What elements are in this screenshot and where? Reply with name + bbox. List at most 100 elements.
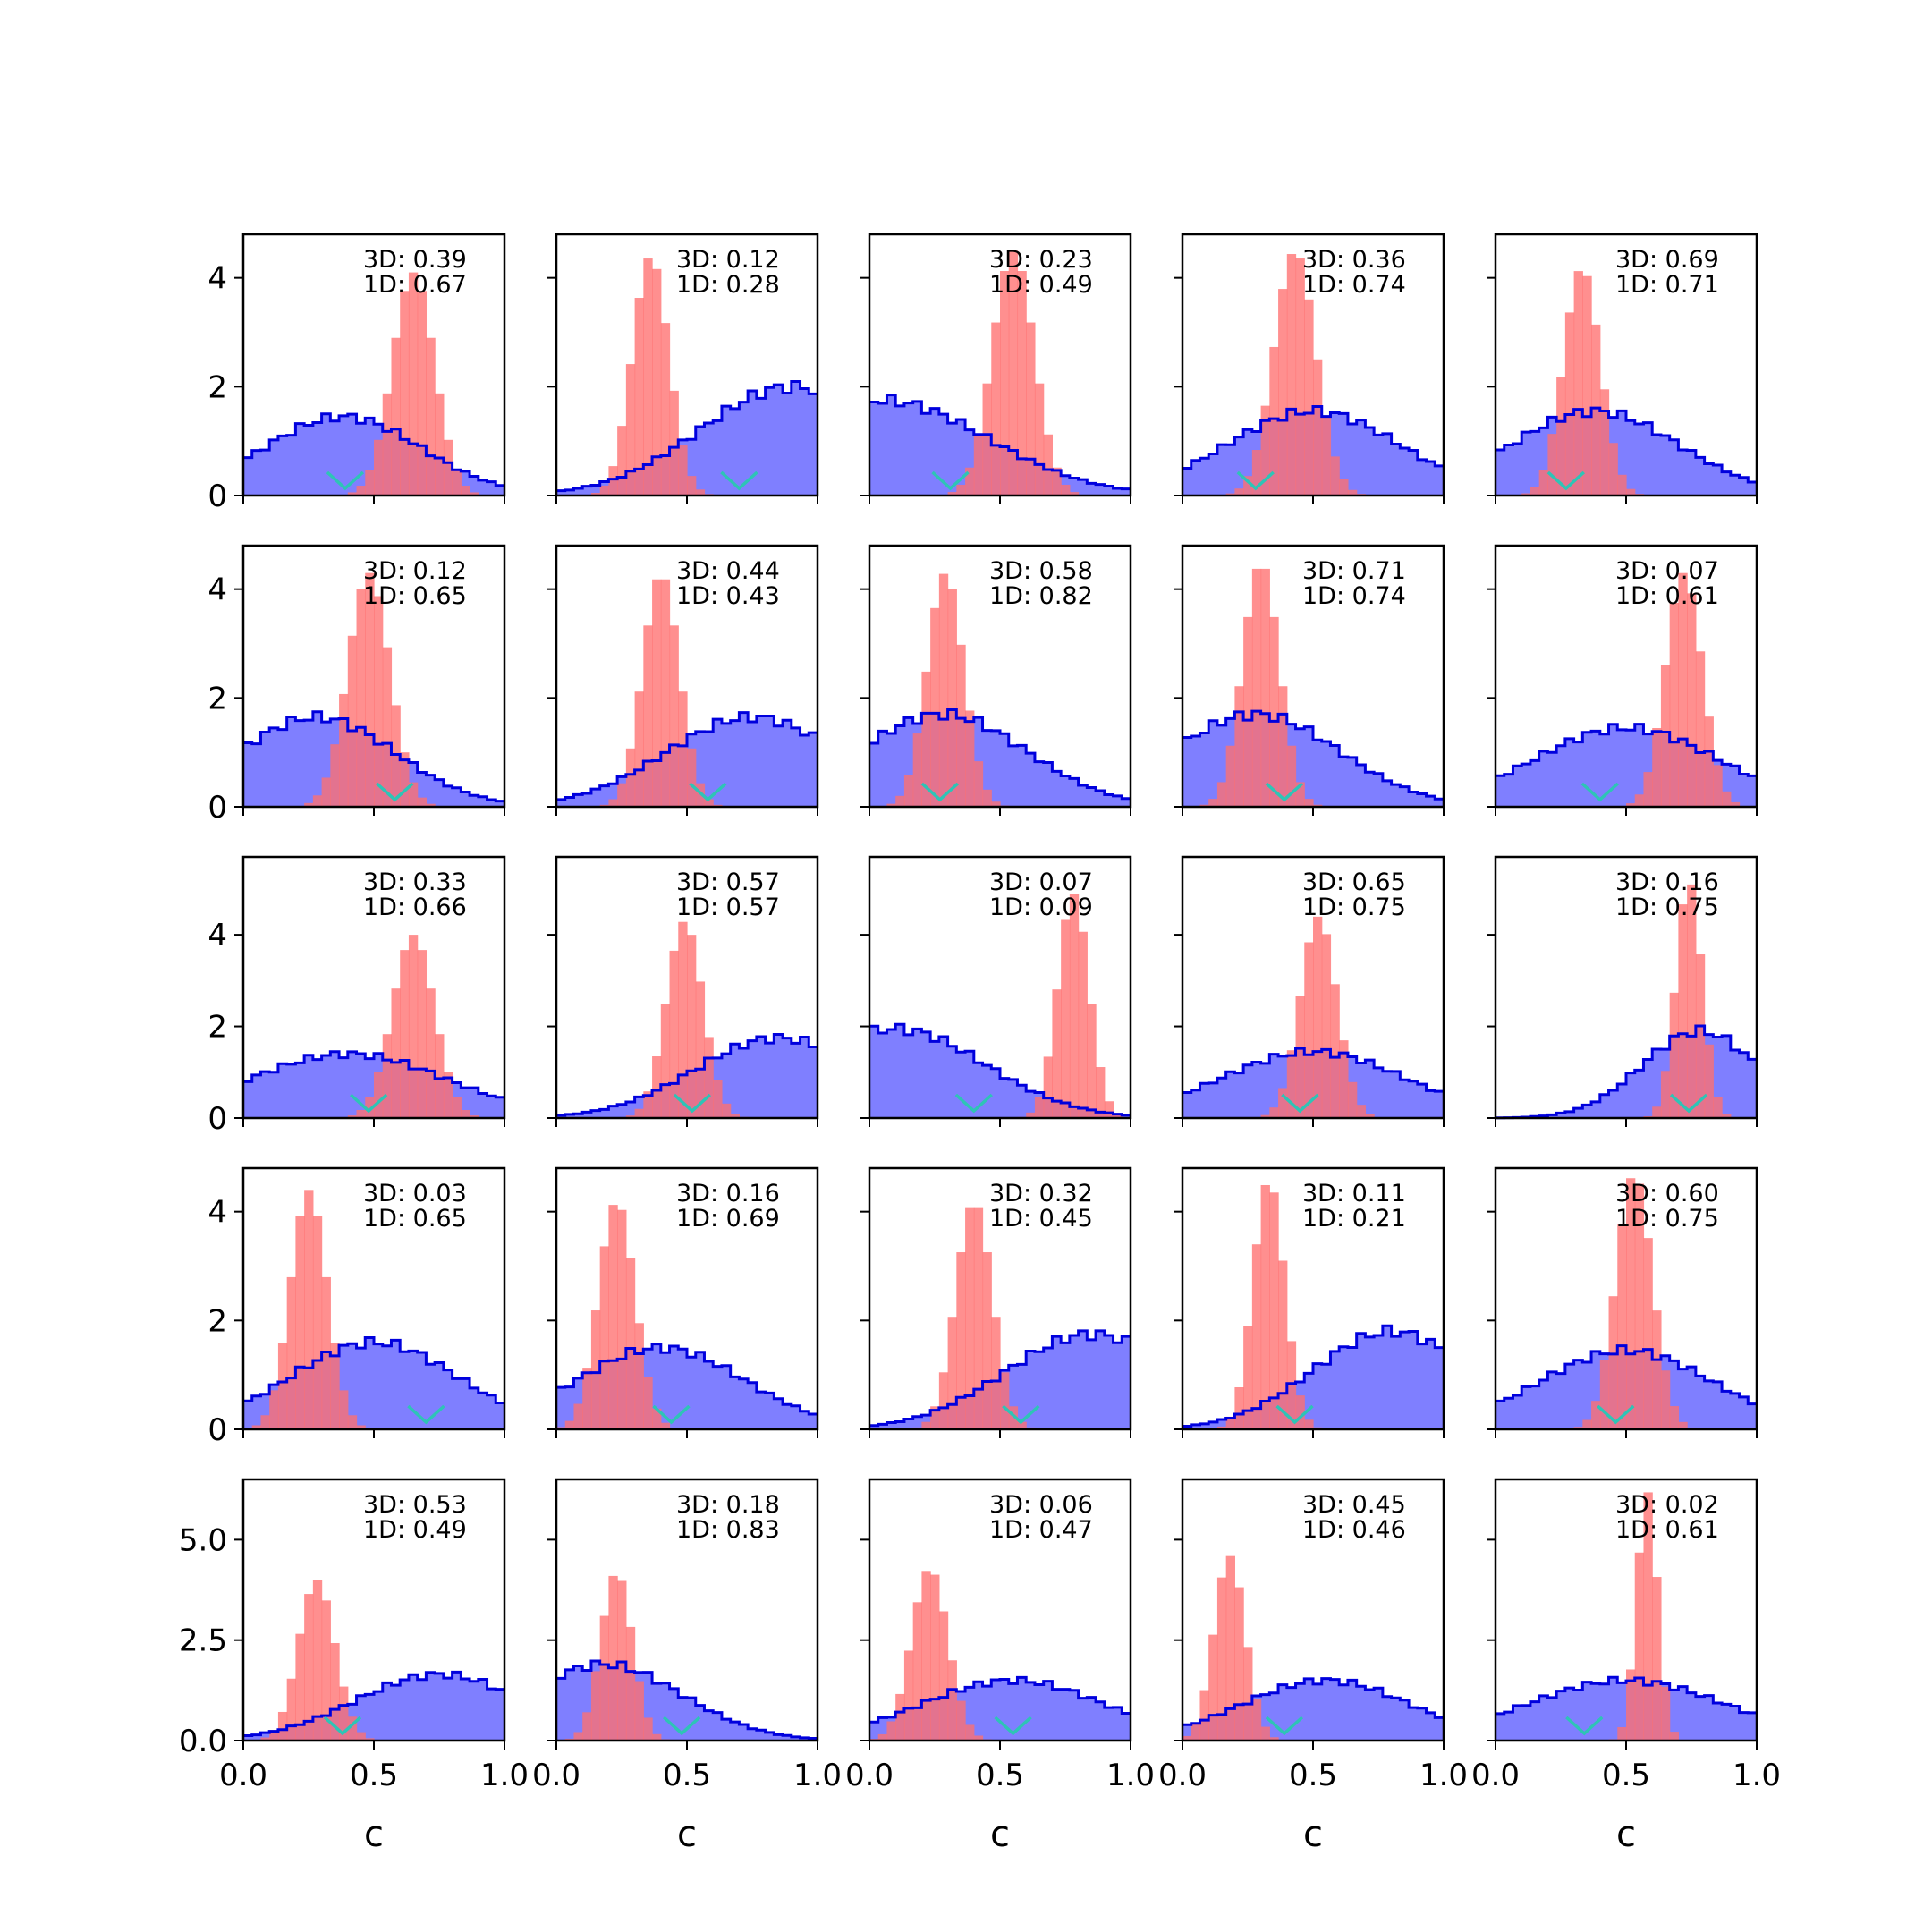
narrow-histogram-bar <box>973 761 984 807</box>
y-tick-label: 0 <box>208 1101 227 1137</box>
x-tick-label: 1.0 <box>480 1758 529 1793</box>
narrow-histogram-bar <box>930 1574 940 1741</box>
narrow-histogram-bar <box>277 1343 288 1429</box>
narrow-histogram-bar <box>1678 904 1688 1118</box>
narrow-histogram-bar <box>991 322 1001 496</box>
narrow-histogram-bar <box>1582 275 1592 496</box>
narrow-histogram-bar <box>1034 1096 1045 1118</box>
narrow-histogram-bar <box>669 625 679 807</box>
narrow-histogram-bar <box>1669 602 1679 807</box>
marker-chevron <box>1002 1404 1040 1425</box>
narrow-histogram-bar <box>417 797 427 807</box>
broad-histogram-edge <box>556 1659 818 1740</box>
narrow-histogram-bar <box>408 782 419 807</box>
narrow-histogram-bar <box>634 691 644 807</box>
narrow-histogram-bar <box>382 393 393 496</box>
marker-chevron <box>1281 1093 1319 1114</box>
narrow-histogram-bar <box>374 1072 384 1118</box>
narrow-histogram-bar <box>1069 492 1080 496</box>
narrow-histogram-bar <box>1660 1686 1671 1741</box>
x-tick-label: 0.0 <box>845 1758 894 1793</box>
narrow-histogram-bar <box>1278 289 1288 496</box>
narrow-histogram-bar <box>938 1611 949 1741</box>
narrow-histogram-bar <box>1087 1004 1097 1118</box>
annotation-3d: 3D: 0.32 <box>989 1180 1093 1208</box>
y-tick-label: 0 <box>208 479 227 514</box>
annotation-3d: 3D: 0.16 <box>676 1180 780 1208</box>
narrow-histogram-bar <box>1573 271 1583 496</box>
narrow-histogram-bar <box>938 573 949 807</box>
annotation-3d: 3D: 0.02 <box>1615 1491 1719 1519</box>
marker-chevron <box>1265 782 1304 802</box>
narrow-histogram-bar <box>1026 322 1036 496</box>
y-tick-label: 2 <box>208 1303 227 1339</box>
annotation-3d: 3D: 0.12 <box>363 557 467 585</box>
annotation-3d: 3D: 0.03 <box>363 1180 467 1208</box>
narrow-histogram-bar <box>652 1056 662 1118</box>
narrow-histogram-bar <box>643 1717 653 1741</box>
narrow-histogram-bar <box>1564 312 1575 496</box>
broad-histogram-edge <box>869 1675 1131 1724</box>
narrow-histogram-bar <box>1617 1224 1627 1429</box>
narrow-histogram-bar <box>1269 346 1279 496</box>
broad-histogram-edge <box>869 394 1131 491</box>
narrow-histogram-bar <box>625 1626 636 1741</box>
narrow-histogram-bar <box>564 1420 575 1429</box>
narrow-histogram-bar <box>1269 1737 1279 1741</box>
narrow-histogram-bar <box>304 1190 314 1429</box>
narrow-histogram-bar <box>947 1317 957 1429</box>
narrow-histogram-bar <box>1260 1114 1270 1118</box>
annotation-1d: 1D: 0.65 <box>363 582 467 610</box>
marker-chevron <box>349 1093 388 1114</box>
narrow-histogram-bar <box>321 1600 331 1741</box>
narrow-histogram-bar <box>286 1678 296 1741</box>
narrow-histogram-bar <box>1260 1726 1270 1741</box>
annotation-1d: 1D: 0.49 <box>989 271 1093 299</box>
narrow-histogram-bar <box>582 1368 592 1429</box>
annotation-3d: 3D: 0.36 <box>1302 246 1406 274</box>
narrow-histogram-bar <box>1626 488 1636 496</box>
narrow-histogram-bar <box>1034 383 1045 496</box>
narrow-histogram-bar <box>678 691 688 807</box>
annotation-1d: 1D: 0.49 <box>363 1516 467 1544</box>
narrow-histogram-bar <box>625 364 636 496</box>
narrow-histogram-bar <box>930 1406 940 1429</box>
y-tick-label: 0 <box>208 1412 227 1448</box>
broad-histogram-edge <box>556 1032 818 1117</box>
annotation-3d: 3D: 0.45 <box>1302 1491 1406 1519</box>
y-tick-label: 0 <box>208 790 227 826</box>
annotation-3d: 3D: 0.57 <box>676 869 780 896</box>
narrow-histogram-bar <box>695 783 706 807</box>
marker-chevron <box>1546 470 1586 491</box>
marker-chevron <box>1597 1404 1635 1425</box>
narrow-histogram-bar <box>1608 443 1618 496</box>
x-tick-label: 0.5 <box>350 1758 398 1793</box>
narrow-histogram-bar <box>973 1735 984 1741</box>
marker-chevron <box>662 1716 701 1736</box>
narrow-histogram-bar <box>269 1730 279 1741</box>
annotation-3d: 3D: 0.07 <box>989 869 1093 896</box>
narrow-histogram-bar <box>1695 651 1706 807</box>
annotation-1d: 1D: 0.61 <box>1615 582 1719 610</box>
annotation-3d: 3D: 0.11 <box>1302 1180 1406 1208</box>
narrow-histogram-bar <box>1043 1056 1053 1118</box>
narrow-histogram-bar <box>1260 568 1270 807</box>
narrow-histogram-bar <box>400 950 410 1118</box>
annotation-1d: 1D: 0.66 <box>363 894 467 921</box>
narrow-histogram-bar <box>339 1686 349 1741</box>
narrow-histogram-bar <box>1626 1669 1636 1741</box>
annotation-1d: 1D: 0.74 <box>1302 582 1406 610</box>
narrow-histogram-bar <box>1295 1395 1305 1429</box>
narrow-histogram-bar <box>1704 1044 1714 1118</box>
broad-histogram-edge <box>1496 406 1757 484</box>
narrow-histogram-bar <box>312 1580 323 1741</box>
narrow-histogram-bar <box>1251 450 1262 496</box>
narrow-histogram-bar <box>374 596 384 807</box>
